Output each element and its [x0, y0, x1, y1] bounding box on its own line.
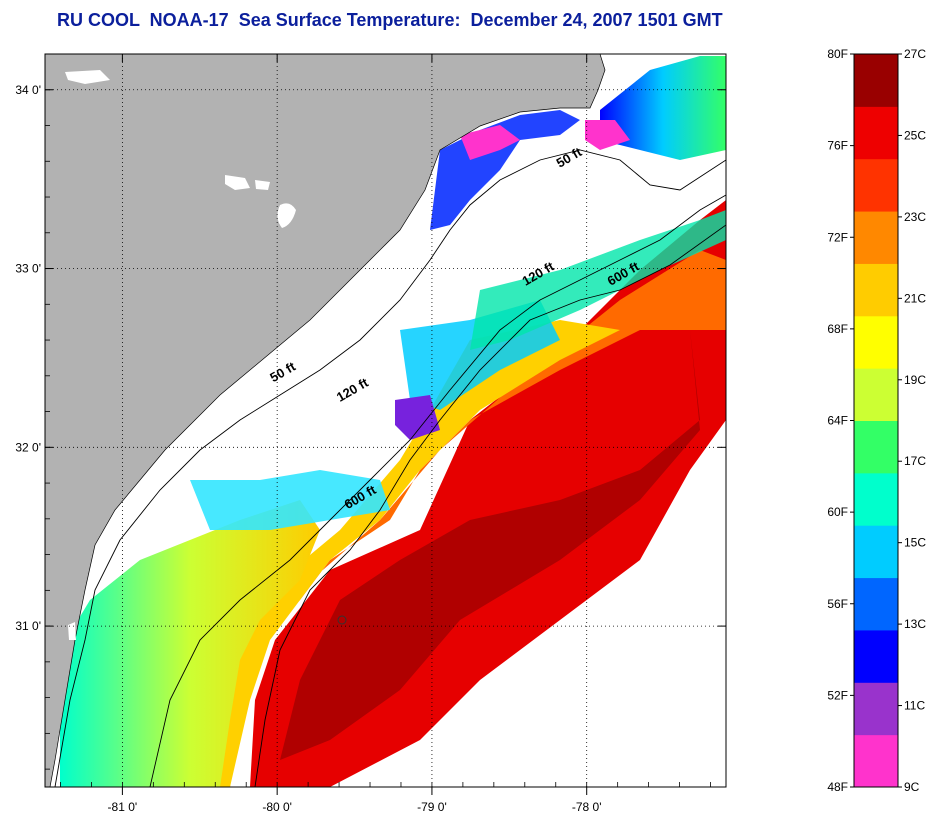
land-mass [45, 54, 606, 787]
purple-patch-mid [395, 395, 440, 440]
lat-tick-label: 31 0' [15, 619, 41, 633]
lon-tick-label: -78 0' [572, 800, 602, 814]
lat-tick-label: 32 0' [15, 440, 41, 454]
inland-lake-4 [255, 180, 270, 190]
cold-north-region [600, 56, 726, 160]
lat-tick-label: 34 0' [15, 83, 41, 97]
map-title: RU COOL NOAA-17 Sea Surface Temperature:… [57, 10, 723, 30]
map-frame [44, 53, 727, 788]
axis-ticks: -81 0' -80 0' -79 0' -78 0' 34 0' 33 0' 32 0' 3… [15, 54, 726, 814]
graticule [45, 54, 726, 787]
contour-120ft [149, 194, 726, 787]
magenta-patch-northeast [585, 120, 630, 150]
warm-water-core [280, 330, 700, 760]
lon-tick-label: -81 0' [108, 800, 138, 814]
orange-water-region [215, 250, 726, 787]
shelf-water-region [60, 500, 320, 787]
lat-tick-label: 33 0' [15, 262, 41, 276]
inland-lake-1 [277, 203, 296, 228]
inland-lake-3 [65, 70, 110, 84]
buoy-marker [337, 615, 347, 625]
contour-600ft [254, 224, 726, 787]
lon-tick-label: -80 0' [262, 800, 292, 814]
contour-50ft [54, 149, 726, 787]
cyan-band [470, 210, 726, 350]
magenta-patch-north [460, 125, 520, 160]
lon-tick-label: -79 0' [417, 800, 447, 814]
inland-lake-2 [225, 175, 250, 190]
map-imagery [45, 54, 726, 787]
inland-lake-5 [68, 622, 76, 640]
cool-shelf-patches [190, 470, 390, 530]
